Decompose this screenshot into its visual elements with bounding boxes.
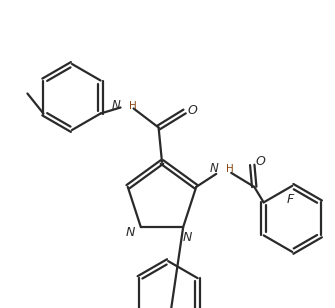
Text: H: H [226,164,234,174]
Text: N: N [126,226,136,239]
Text: N: N [112,99,121,112]
Text: O: O [255,155,265,168]
Text: N: N [209,162,218,175]
Text: O: O [188,104,197,117]
Text: F: F [287,193,294,206]
Text: N: N [183,231,192,244]
Text: H: H [129,100,136,111]
